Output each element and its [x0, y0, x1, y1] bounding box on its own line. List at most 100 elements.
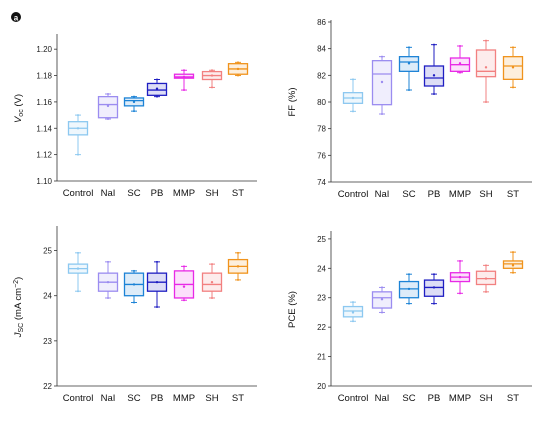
box-mean-point	[407, 287, 411, 291]
y-tick-label: 20	[317, 382, 326, 391]
box-max-point	[485, 39, 487, 42]
box-sc	[123, 269, 145, 304]
x-category-label: MMP	[173, 393, 195, 404]
x-category-label: Control	[63, 188, 94, 199]
box-min-point	[237, 74, 239, 77]
y-label-unit: (V)	[13, 94, 24, 109]
box-max-point	[133, 269, 135, 272]
box-max-point	[459, 259, 461, 262]
box-max-point	[133, 95, 135, 98]
box-mean-point	[132, 100, 136, 104]
box-min-point	[183, 299, 185, 302]
panels-group: 1.10 1.12 1.14 1.16 1.18 1.20 Voc (V) Control Na…	[13, 18, 532, 404]
y-tick-label: 1.18	[36, 72, 52, 81]
x-category-label: SH	[205, 188, 218, 199]
y-tick-label: 74	[317, 178, 326, 187]
x-category-label: PB	[428, 189, 441, 200]
box-control	[67, 251, 89, 293]
y-tick-label: 22	[43, 382, 52, 391]
y-tick-label: 23	[43, 337, 52, 346]
box-min-point	[433, 302, 435, 305]
box-max-point	[107, 93, 109, 95]
box-mmp	[449, 259, 471, 295]
y-tick-label: 21	[317, 353, 326, 362]
x-category-label: NaI	[375, 393, 390, 404]
box-mean-point	[484, 277, 488, 280]
y-tick-label: 82	[317, 71, 326, 80]
box-max-point	[459, 45, 461, 47]
box-min-point	[459, 292, 461, 295]
box-sh	[201, 69, 223, 89]
box-mean-point	[182, 285, 186, 288]
x-category-label: SC	[127, 393, 140, 404]
box-min-point	[77, 153, 79, 156]
box-pb	[423, 273, 445, 305]
box-mean-point	[511, 66, 515, 69]
box-mean-point	[236, 67, 240, 71]
y-label-sub: oc	[18, 109, 25, 117]
y-tick-label: 25	[43, 247, 52, 256]
box-max-point	[381, 55, 383, 58]
box-mean-point	[236, 265, 240, 268]
box-mean-point	[76, 127, 80, 130]
y-tick-label: 84	[317, 45, 326, 54]
x-category-label: ST	[232, 393, 244, 404]
box-min-point	[133, 110, 135, 113]
box-min-point	[107, 118, 109, 121]
box-st	[227, 61, 249, 77]
box-max-point	[211, 69, 213, 72]
box-max-point	[433, 273, 435, 276]
x-category-label: Control	[63, 393, 94, 404]
box-nai	[97, 260, 119, 299]
y-label-unit: (mA cm	[13, 288, 24, 323]
box-min-point	[352, 110, 354, 113]
box-mean-point	[106, 280, 110, 284]
y-tick-label: 76	[317, 151, 326, 160]
y-label-sub: SC	[18, 323, 25, 333]
y-axis-label: JSC (mA cm−2)	[13, 277, 25, 338]
box-iqr	[97, 95, 119, 119]
box-sh	[475, 264, 497, 293]
box-iqr	[475, 49, 497, 78]
box-min-point	[211, 296, 213, 299]
y-label-close: )	[13, 277, 24, 280]
box-min-point	[485, 290, 487, 293]
y-axis-label: FF (%)	[287, 87, 298, 116]
y-tick-label: 78	[317, 125, 326, 134]
box-min-point	[77, 290, 79, 293]
box-mean-point	[106, 104, 110, 108]
box-max-point	[183, 265, 185, 268]
box-pb	[423, 43, 445, 95]
box-min-point	[408, 302, 410, 305]
box-min-point	[485, 101, 487, 103]
x-category-label: PB	[428, 393, 441, 404]
y-tick-label: 23	[317, 294, 326, 303]
panel-badge	[11, 12, 21, 22]
box-max-point	[211, 263, 213, 266]
x-category-label: SC	[402, 393, 415, 404]
box-max-point	[485, 264, 487, 267]
box-control	[67, 114, 89, 156]
box-min-point	[156, 306, 158, 308]
box-max-point	[107, 260, 109, 263]
box-min-point	[107, 296, 109, 299]
box-mean-point	[432, 286, 436, 289]
box-min-point	[352, 320, 354, 323]
x-category-label: SC	[127, 188, 140, 199]
box-mean-point	[155, 87, 159, 90]
box-min-point	[408, 89, 410, 91]
box-max-point	[156, 78, 158, 81]
y-tick-label: 86	[317, 18, 326, 27]
y-tick-label: 24	[317, 264, 326, 273]
box-control	[342, 78, 364, 113]
x-category-label: ST	[507, 393, 519, 404]
box-mean-point	[511, 264, 515, 267]
box-max-point	[512, 251, 514, 254]
box-min-point	[237, 278, 239, 281]
box-sc	[398, 273, 420, 305]
x-category-label: SH	[479, 189, 492, 200]
y-tick-label: 24	[43, 292, 52, 301]
box-sc	[123, 95, 145, 113]
box-max-point	[408, 46, 410, 49]
box-pb	[146, 78, 168, 98]
